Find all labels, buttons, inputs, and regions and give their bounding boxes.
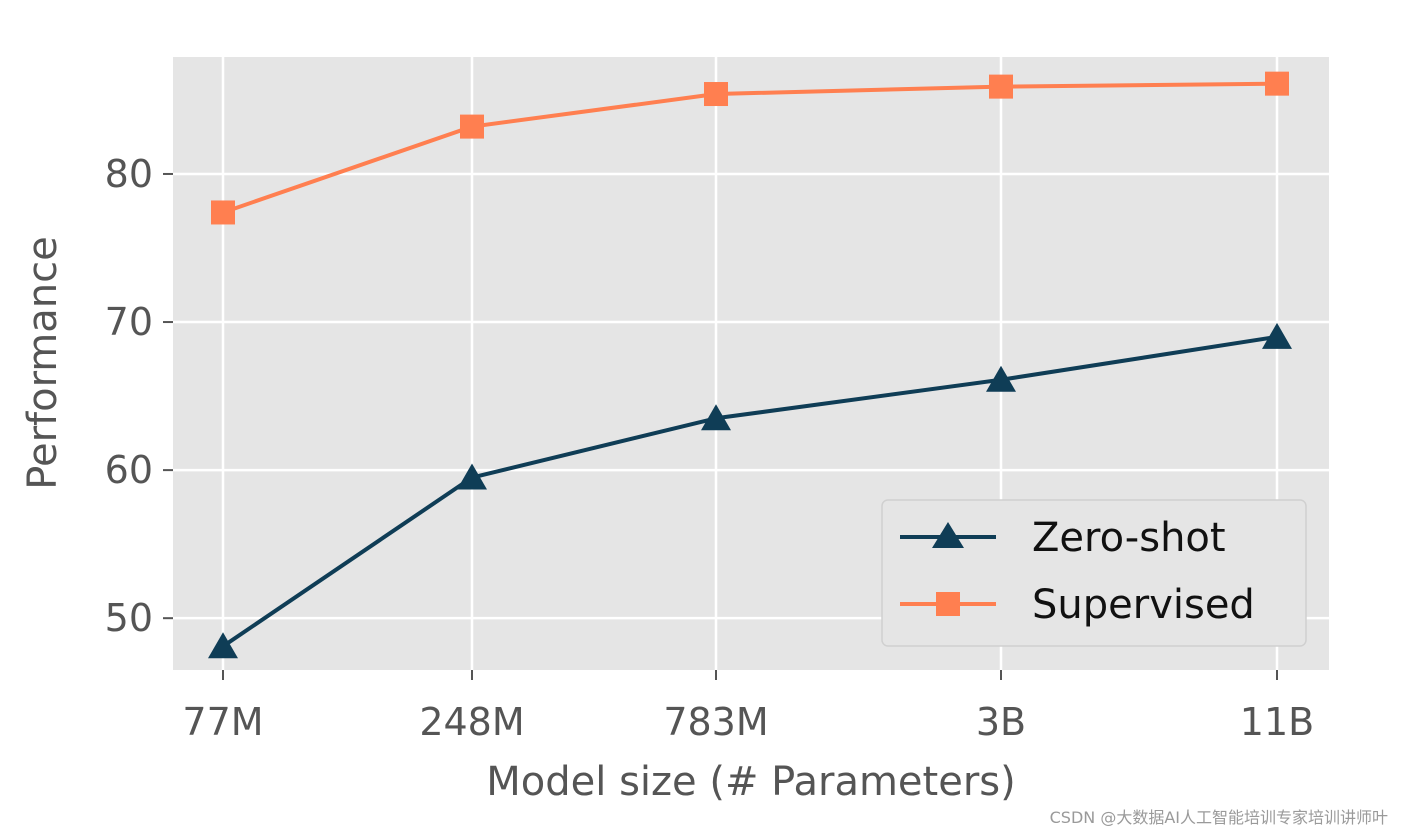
- legend-label-supervised: Supervised: [1032, 582, 1255, 628]
- y-tick-label: 60: [105, 448, 153, 492]
- x-axis-label: Model size (# Parameters): [486, 759, 1015, 805]
- y-tick-label: 50: [105, 596, 153, 640]
- data-point-supervised: [989, 74, 1013, 99]
- x-tick-label: 3B: [976, 700, 1026, 744]
- legend: Zero-shot Supervised: [881, 499, 1307, 647]
- y-tick-label: 80: [105, 152, 153, 196]
- data-point-zero-shot: [986, 365, 1016, 392]
- data-point-zero-shot: [208, 632, 238, 659]
- legend-marker-supervised: [936, 592, 960, 616]
- x-tick-label: 11B: [1240, 700, 1314, 744]
- data-point-supervised: [211, 200, 235, 225]
- series-lines: [208, 71, 1292, 659]
- axis-ticks: 50 60 70 80 77M 248M 783M 3B 11B: [105, 152, 1315, 744]
- legend-marker-zero-shot: [932, 522, 964, 548]
- grid: [173, 57, 1329, 670]
- data-point-supervised: [1265, 71, 1289, 96]
- legend-label-zero-shot: Zero-shot: [1032, 515, 1226, 561]
- data-point-zero-shot: [457, 463, 487, 490]
- watermark: CSDN @大数据AI人工智能培训专家培训讲师叶: [1049, 808, 1388, 827]
- x-tick-label: 783M: [663, 700, 768, 744]
- data-point-zero-shot: [701, 404, 731, 431]
- data-point-supervised: [704, 82, 728, 107]
- y-axis-label: Performance: [20, 236, 66, 489]
- x-tick-label: 77M: [182, 700, 263, 744]
- data-point-zero-shot: [1262, 322, 1292, 349]
- data-point-supervised: [460, 114, 484, 139]
- y-tick-label: 70: [105, 300, 153, 344]
- x-tick-label: 248M: [419, 700, 524, 744]
